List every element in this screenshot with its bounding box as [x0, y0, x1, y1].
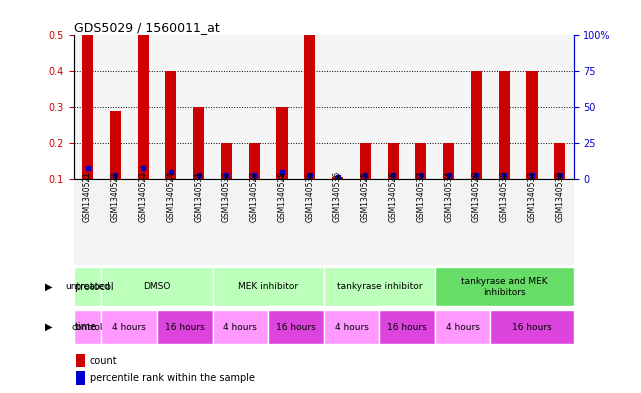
Bar [304, 35, 315, 179]
Bar [324, 35, 351, 179]
Bar [185, 179, 213, 265]
FancyBboxPatch shape [74, 310, 101, 344]
Bar [110, 111, 121, 179]
FancyBboxPatch shape [435, 267, 574, 307]
FancyBboxPatch shape [324, 310, 379, 344]
Bar [415, 143, 426, 179]
Bar [129, 179, 157, 265]
Text: tankyrase inhibitor: tankyrase inhibitor [337, 283, 422, 291]
Bar [240, 35, 268, 179]
Text: protocol: protocol [74, 282, 114, 292]
Bar [490, 179, 518, 265]
Bar [554, 143, 565, 179]
Text: MEK inhibitor: MEK inhibitor [238, 283, 298, 291]
Bar [157, 179, 185, 265]
Bar [213, 179, 240, 265]
Bar [407, 179, 435, 265]
Bar [443, 143, 454, 179]
Bar [546, 35, 574, 179]
Bar [518, 179, 546, 265]
Text: count: count [90, 356, 117, 366]
Text: 16 hours: 16 hours [276, 323, 316, 332]
FancyBboxPatch shape [101, 267, 213, 307]
Bar [526, 71, 538, 179]
Bar [490, 35, 518, 179]
Bar [240, 179, 268, 265]
FancyBboxPatch shape [213, 310, 268, 344]
Bar [74, 35, 101, 179]
Text: time: time [74, 322, 96, 332]
FancyBboxPatch shape [490, 310, 574, 344]
Text: untreated: untreated [65, 283, 110, 291]
Text: 16 hours: 16 hours [512, 323, 552, 332]
Bar [388, 143, 399, 179]
Text: 4 hours: 4 hours [112, 323, 146, 332]
FancyBboxPatch shape [157, 310, 213, 344]
FancyBboxPatch shape [213, 267, 324, 307]
Text: percentile rank within the sample: percentile rank within the sample [90, 373, 254, 384]
Bar [407, 35, 435, 179]
Text: 4 hours: 4 hours [335, 323, 369, 332]
Bar [518, 35, 546, 179]
Bar [101, 35, 129, 179]
Bar [76, 354, 85, 367]
Bar [379, 179, 407, 265]
Bar [296, 179, 324, 265]
Text: ▶: ▶ [45, 322, 53, 332]
Bar [74, 179, 101, 265]
FancyBboxPatch shape [435, 310, 490, 344]
FancyBboxPatch shape [101, 310, 157, 344]
Bar [185, 35, 213, 179]
Bar [351, 35, 379, 179]
Bar [463, 179, 490, 265]
Bar [435, 35, 463, 179]
Text: 4 hours: 4 hours [224, 323, 257, 332]
Bar [360, 143, 371, 179]
Bar [546, 179, 574, 265]
Bar [268, 179, 296, 265]
Bar [165, 71, 176, 179]
Bar [138, 35, 149, 179]
Bar [82, 35, 93, 179]
Text: tankyrase and MEK
inhibitors: tankyrase and MEK inhibitors [461, 277, 547, 297]
Bar [332, 177, 343, 179]
FancyBboxPatch shape [324, 267, 435, 307]
FancyBboxPatch shape [379, 310, 435, 344]
FancyBboxPatch shape [74, 267, 101, 307]
Text: ▶: ▶ [45, 282, 53, 292]
Bar [268, 35, 296, 179]
Text: 4 hours: 4 hours [445, 323, 479, 332]
Bar [193, 107, 204, 179]
Text: GDS5029 / 1560011_at: GDS5029 / 1560011_at [74, 21, 219, 34]
Bar [157, 35, 185, 179]
Text: control: control [72, 323, 103, 332]
Bar [213, 35, 240, 179]
Bar [499, 71, 510, 179]
Bar [296, 35, 324, 179]
Bar [463, 35, 490, 179]
Bar [471, 71, 482, 179]
Text: 16 hours: 16 hours [387, 323, 427, 332]
Bar [76, 371, 85, 385]
Bar [221, 143, 232, 179]
FancyBboxPatch shape [268, 310, 324, 344]
Bar [435, 179, 463, 265]
Bar [351, 179, 379, 265]
Bar [101, 179, 129, 265]
Bar [324, 179, 351, 265]
Bar [379, 35, 407, 179]
Bar [249, 143, 260, 179]
Bar [129, 35, 157, 179]
Text: 16 hours: 16 hours [165, 323, 204, 332]
Text: DMSO: DMSO [144, 283, 171, 291]
Bar [276, 107, 288, 179]
